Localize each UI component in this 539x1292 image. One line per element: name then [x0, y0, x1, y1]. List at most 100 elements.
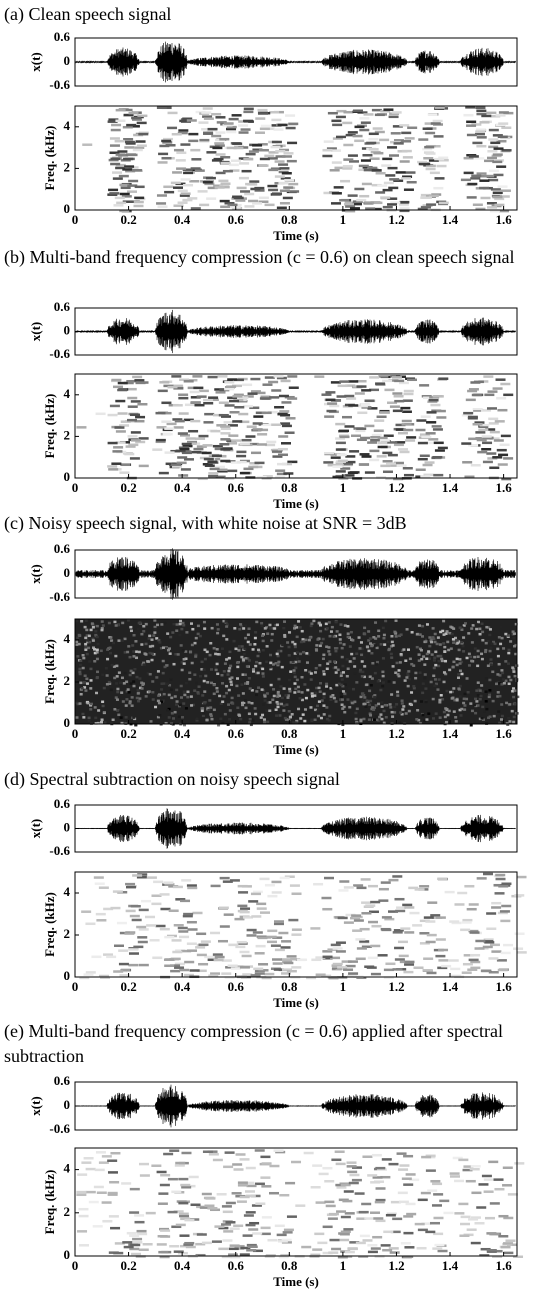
spectrogram-cell	[369, 642, 372, 645]
spectrogram-cell	[489, 129, 499, 132]
spectrogram-cell	[267, 936, 277, 939]
spectrogram-cell	[223, 170, 233, 173]
spectrogram-cell	[468, 664, 471, 667]
spectrogram-y-label: Freq. (kHz)	[42, 639, 57, 704]
spectrogram-cell	[78, 634, 81, 637]
spectrogram-cell	[260, 622, 263, 625]
spectrogram-cell	[427, 712, 430, 715]
spectrogram-cell	[382, 1249, 392, 1252]
y-tick-label: 2	[64, 1204, 71, 1219]
x-tick-label: 0.6	[228, 979, 245, 994]
spectrogram-cell	[473, 423, 483, 426]
spectrogram-cell	[381, 164, 391, 167]
spectrogram-cell	[370, 157, 380, 160]
spectrogram-cell	[240, 443, 250, 446]
spectrogram-cell	[312, 620, 315, 623]
spectrogram-cell	[128, 435, 138, 438]
spectrogram-cell	[370, 901, 380, 904]
spectrogram-cell	[248, 1245, 258, 1248]
spectrogram-cell	[481, 970, 491, 973]
spectrogram-cell	[179, 623, 182, 626]
spectrogram-cell	[145, 623, 148, 626]
spectrogram-cell	[423, 969, 433, 972]
spectrogram-cell	[105, 667, 108, 670]
spectrogram-cell	[83, 682, 86, 685]
spectrogram-cell	[412, 685, 415, 688]
spectrogram-cell	[109, 636, 112, 639]
spectrogram-cell	[116, 688, 119, 691]
caption: (b) Multi-band frequency compression (c …	[4, 245, 536, 270]
spectrogram-cell	[173, 886, 183, 889]
spectrogram-cell	[326, 718, 329, 721]
spectrogram-cell	[328, 621, 331, 624]
spectrogram-cell	[183, 184, 193, 187]
spectrogram-cell	[246, 153, 256, 156]
spectrogram-cell	[415, 1223, 425, 1226]
spectrogram-cell	[180, 1184, 190, 1187]
spectrogram-cell	[386, 462, 396, 465]
spectrogram-cell	[80, 620, 83, 623]
spectrogram-cell	[377, 630, 380, 633]
spectrogram-cell	[389, 703, 392, 706]
spectrogram-cell	[257, 686, 260, 689]
x-tick-label: 0.4	[174, 1258, 191, 1273]
spectrogram-cell	[221, 1223, 231, 1226]
y-tick-label: 0	[64, 819, 71, 834]
spectrogram-cell	[178, 201, 188, 204]
spectrogram-cell	[470, 177, 480, 180]
spectrogram-cell	[269, 1192, 279, 1195]
spectrogram-cell	[291, 933, 301, 936]
spectrogram-cell	[296, 679, 299, 682]
spectrogram-cell	[380, 439, 390, 442]
spectrogram-cell	[108, 622, 111, 625]
spectrogram-cell	[342, 671, 345, 674]
spectrogram-cell	[503, 1167, 513, 1170]
spectrogram-cell	[121, 622, 124, 625]
spectrogram-cell	[168, 716, 171, 719]
spectrogram-cell	[390, 1251, 400, 1254]
spectrogram-cell	[458, 649, 461, 652]
spectrogram-cell	[426, 432, 436, 435]
spectrogram-cell	[360, 654, 363, 657]
spectrogram-cell	[448, 669, 451, 672]
spectrogram-cell	[288, 679, 291, 682]
spectrogram-cell	[93, 660, 96, 663]
spectrogram-cell	[384, 182, 394, 185]
spectrogram-cell	[229, 709, 232, 712]
spectrogram-cell	[157, 670, 160, 673]
spectrogram-cell	[322, 1167, 332, 1170]
spectrogram-cell	[449, 920, 459, 923]
spectrogram-cell	[405, 137, 415, 140]
spectrogram-cell	[372, 434, 382, 437]
spectrogram-cell	[197, 633, 200, 636]
spectrogram-cell	[473, 204, 483, 207]
spectrogram-cell	[239, 162, 249, 165]
spectrogram-cell	[133, 634, 136, 637]
spectrogram-cell	[380, 411, 390, 414]
spectrogram-cell	[138, 651, 141, 654]
spectrogram-cell	[394, 947, 404, 950]
spectrogram-cell	[172, 717, 175, 720]
spectrogram-cell	[335, 700, 338, 703]
spectrogram-cell	[407, 648, 410, 651]
spectrogram-cell	[135, 676, 138, 679]
spectrogram-cell	[131, 117, 141, 120]
spectrogram-cell	[115, 624, 118, 627]
spectrogram-cell	[433, 187, 443, 190]
x-axis-label: Time (s)	[273, 1274, 319, 1289]
y-tick-label: 0	[64, 201, 71, 216]
spectrogram-cell	[284, 1229, 294, 1232]
spectrogram-cell	[229, 1248, 239, 1251]
spectrogram-cell	[266, 441, 276, 444]
spectrogram-cell	[84, 626, 87, 629]
spectrogram-cell	[94, 706, 97, 709]
spectrogram-cell	[179, 620, 182, 623]
spectrogram-cell	[115, 400, 125, 403]
spectrogram-cell	[143, 663, 146, 666]
spectrogram-cell	[501, 127, 511, 130]
spectrogram-cell	[293, 672, 296, 675]
spectrogram-cell	[376, 719, 379, 722]
spectrogram-cell	[271, 944, 281, 947]
spectrogram-cell	[96, 1151, 106, 1154]
spectrogram-cell	[355, 126, 365, 129]
